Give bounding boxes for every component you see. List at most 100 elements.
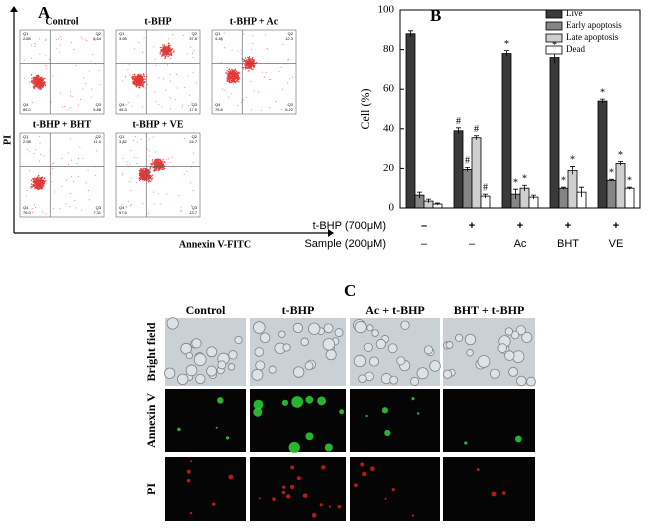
quadrant-name: Q3 — [192, 102, 198, 107]
event-dot — [168, 46, 170, 49]
event-dot — [149, 155, 151, 157]
event-dot — [148, 150, 150, 152]
event-dot — [252, 35, 254, 37]
cell — [502, 491, 506, 495]
event-dot — [144, 87, 146, 89]
event-dot — [165, 53, 168, 55]
cell — [317, 396, 327, 406]
event-dot — [33, 85, 35, 87]
event-dot — [250, 49, 252, 51]
event-dot — [43, 155, 45, 157]
event-dot — [56, 48, 58, 50]
event-dot — [164, 55, 167, 58]
error-bar — [426, 198, 431, 204]
event-dot — [135, 80, 137, 82]
event-dot — [36, 182, 39, 184]
event-dot — [31, 208, 33, 210]
event-dot — [125, 104, 127, 106]
event-dot — [234, 74, 236, 76]
row-header: Annexin V — [144, 393, 158, 448]
event-dot — [156, 164, 158, 166]
event-dot — [133, 156, 135, 158]
event-dot — [163, 78, 165, 80]
event-dot — [40, 82, 42, 84]
event-dot — [249, 67, 251, 70]
event-dot — [243, 33, 245, 35]
event-dot — [234, 82, 237, 84]
event-dot — [36, 179, 38, 181]
quadrant-value: 6.64 — [93, 36, 102, 41]
cell — [391, 487, 395, 492]
event-dot — [152, 166, 154, 169]
event-dot — [82, 158, 84, 160]
cell — [186, 469, 191, 474]
event-dot — [231, 69, 234, 71]
table-cell: – — [421, 220, 427, 232]
event-dot — [192, 190, 194, 192]
cell — [353, 354, 367, 368]
event-dot — [44, 83, 46, 86]
event-dot — [75, 207, 77, 209]
event-dot — [286, 104, 288, 106]
event-dot — [161, 44, 164, 46]
event-dot — [149, 180, 152, 183]
event-dot — [29, 151, 31, 153]
event-dot — [58, 38, 60, 40]
event-dot — [156, 166, 159, 169]
event-dot — [129, 181, 131, 183]
event-dot — [176, 87, 178, 89]
cell — [189, 511, 193, 515]
event-dot — [33, 177, 36, 179]
event-dot — [31, 80, 33, 83]
event-dot — [61, 157, 63, 159]
bar — [549, 57, 560, 209]
quadrant-name: Q2 — [96, 134, 102, 139]
event-dot — [93, 40, 95, 42]
row-header: PI — [144, 483, 158, 495]
event-dot — [251, 68, 253, 70]
cell — [411, 514, 414, 517]
event-dot — [140, 76, 143, 78]
event-dot — [168, 50, 170, 53]
event-dot — [152, 191, 154, 193]
event-dot — [59, 207, 61, 209]
event-dot — [52, 163, 54, 165]
quadrant-value: 37.6 — [189, 36, 198, 41]
event-dot — [281, 88, 283, 90]
quadrant-name: Q3 — [192, 205, 198, 210]
significance-mark: # — [456, 116, 461, 127]
event-dot — [36, 81, 38, 84]
event-dot — [36, 74, 38, 77]
cell — [288, 441, 300, 454]
event-dot — [161, 168, 163, 170]
event-dot — [91, 53, 93, 55]
event-dot — [165, 89, 167, 91]
bar — [606, 179, 617, 209]
event-dot — [42, 185, 44, 187]
event-dot — [169, 44, 171, 47]
event-dot — [133, 78, 135, 80]
event-dot — [227, 70, 230, 73]
event-dot — [33, 78, 35, 81]
event-dot — [248, 62, 251, 64]
event-dot — [165, 50, 167, 52]
event-dot — [157, 163, 160, 166]
event-dot — [129, 74, 131, 76]
event-dot — [157, 158, 159, 160]
event-dot — [149, 177, 151, 180]
event-dot — [46, 65, 48, 67]
significance-mark: * — [627, 176, 632, 187]
event-dot — [140, 139, 142, 141]
event-dot — [37, 78, 40, 81]
event-dot — [34, 181, 36, 184]
cell — [410, 376, 420, 386]
event-dot — [138, 75, 141, 78]
cell — [328, 505, 331, 508]
legend-swatch — [545, 21, 563, 31]
arrow-head — [328, 229, 334, 237]
event-dot — [80, 98, 82, 100]
event-dot — [142, 106, 144, 108]
event-dot — [164, 57, 166, 60]
cell — [268, 365, 277, 374]
event-dot — [144, 78, 146, 80]
